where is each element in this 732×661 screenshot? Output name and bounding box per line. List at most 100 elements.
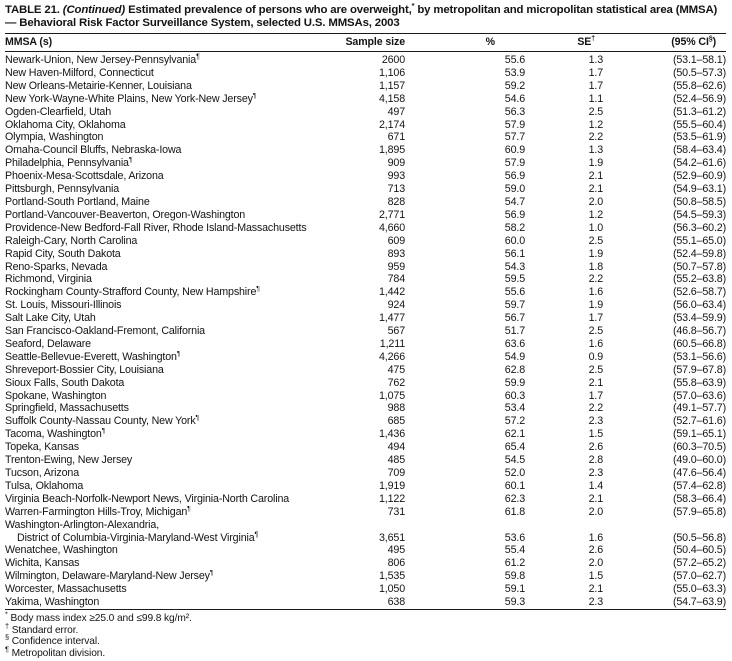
- footnote-dagger-symbol: †: [5, 621, 9, 631]
- sample-size-cell: 924: [387, 299, 406, 312]
- table-row: Suffolk County-Nassau County, New York¶ 6…: [5, 415, 726, 428]
- percent-cell: 59.8: [504, 570, 525, 583]
- row-footnote-marker: ¶: [187, 505, 191, 513]
- ci-cell: (52.4–59.8): [672, 247, 726, 260]
- percent-cell: 58.2: [504, 221, 525, 234]
- percent-cell: 57.9: [504, 157, 525, 170]
- se-cell: 2.0: [588, 195, 604, 208]
- table-row: Spokane, Washington 1,075 60.3 1.7 (57.0–63.…: [5, 390, 726, 403]
- table-row: Ogden-Clearfield, Utah 497 56.3 2.5 (51.3–61…: [5, 106, 726, 119]
- table-row: Pittsburgh, Pennsylvania 713 59.0 2.1 (54.9–…: [5, 183, 726, 196]
- sample-size-cell: 806: [387, 557, 406, 570]
- percent-cell: 60.3: [504, 389, 525, 402]
- se-cell: 2.5: [588, 363, 604, 376]
- mmsa-name-cell: Spokane, Washington: [5, 389, 107, 402]
- table-row: Tulsa, Oklahoma 1,919 60.1 1.4 (57.4–62.8): [5, 480, 726, 493]
- table-row: Wichita, Kansas 806 61.2 2.0 (57.2–65.2): [5, 557, 726, 570]
- table-row: Seattle-Bellevue-Everett, Washington¶ 4,2…: [5, 351, 726, 364]
- mmsa-name-cell: Seaford, Delaware: [5, 337, 91, 350]
- se-cell: 1.9: [588, 247, 604, 260]
- sample-size-cell: 1,122: [379, 492, 405, 505]
- footnote-bmi-text: Body mass index ≥25.0 and ≤99.8 kg/m².: [10, 612, 192, 624]
- ci-cell: (58.3–66.4): [672, 492, 726, 505]
- ci-cell: (57.4–62.8): [672, 479, 726, 492]
- mmsa-name-cell: Olympia, Washington: [5, 131, 104, 144]
- table-row: Springfield, Massachusetts 988 53.4 2.2 (49.…: [5, 402, 726, 415]
- percent-cell: 54.6: [504, 92, 525, 105]
- percent-cell: 55.6: [504, 286, 525, 299]
- row-footnote-marker: ¶: [176, 350, 181, 358]
- percent-cell: 55.6: [504, 54, 525, 66]
- mmsa-name-cell: Newark-Union, New Jersey-Pennsylvania¶: [5, 53, 200, 66]
- ci-cell: (55.2–63.8): [672, 273, 726, 286]
- ci-footnote-marker: §: [708, 35, 713, 43]
- table-row: Newark-Union, New Jersey-Pennsylvania¶ 26…: [5, 52, 726, 67]
- mmsa-name-cell: Tulsa, Oklahoma: [5, 479, 84, 492]
- ci-cell: (52.7–61.6): [672, 415, 726, 428]
- sample-size-cell: 671: [387, 131, 406, 144]
- ci-cell: (56.3–60.2): [672, 221, 726, 234]
- ci-cell: (60.3–70.5): [672, 441, 726, 454]
- se-cell: 1.1: [588, 92, 604, 105]
- percent-cell: 63.6: [504, 337, 525, 350]
- percent-cell: 59.9: [504, 376, 525, 389]
- mmsa-name-cell: Tucson, Arizona: [5, 467, 79, 479]
- se-cell: 2.1: [588, 376, 604, 389]
- ci-cell: (57.0–63.6): [672, 389, 726, 402]
- footnote-section-symbol: §: [5, 632, 9, 642]
- table-row: Olympia, Washington 671 57.7 2.2 (53.5–61.9): [5, 131, 726, 144]
- percent-cell: 53.6: [504, 531, 525, 544]
- table-row: Oklahoma City, Oklahoma 2,174 57.9 1.2 (55.5…: [5, 119, 726, 132]
- sample-size-cell: 3,651: [379, 531, 405, 544]
- table-row: Trenton-Ewing, New Jersey 485 54.5 2.8 (49.0…: [5, 454, 726, 467]
- sample-size-cell: 893: [387, 247, 406, 260]
- table-row: Raleigh-Cary, North Carolina 609 60.0 2.5 (5…: [5, 235, 726, 248]
- table-row: Yakima, Washington 638 59.3 2.3 (54.7–63.9): [5, 596, 726, 609]
- se-cell: 1.5: [588, 570, 604, 583]
- sample-size-cell: 1,535: [379, 570, 405, 583]
- ci-label: (95% CI: [671, 36, 709, 48]
- mmsa-name-cell: New Orleans-Metairie-Kenner, Louisiana: [5, 79, 192, 92]
- mmsa-name-cell: Reno-Sparks, Nevada: [5, 260, 108, 273]
- mmsa-name-cell: Phoenix-Mesa-Scottsdale, Arizona: [5, 170, 164, 183]
- ci-cell: (57.2–65.2): [672, 557, 726, 570]
- table-row: Wilmington, Delaware-Maryland-New Jersey…: [5, 570, 726, 583]
- column-header-se: SE†: [525, 33, 603, 52]
- se-cell: 1.9: [588, 299, 604, 312]
- percent-cell: 53.9: [504, 66, 525, 79]
- footnote-pilcrow-symbol: ¶: [5, 644, 9, 654]
- row-footnote-marker: ¶: [256, 286, 260, 293]
- footnotes: * Body mass index ≥25.0 and ≤99.8 kg/m².…: [5, 610, 727, 659]
- sample-size-cell: 1,436: [379, 428, 405, 441]
- ci-label-close: ): [712, 36, 717, 48]
- se-cell: 2.6: [588, 441, 604, 454]
- sample-size-cell: 993: [387, 170, 406, 183]
- se-cell: 2.5: [588, 234, 604, 247]
- percent-cell: 54.5: [504, 454, 525, 467]
- percent-cell: 57.9: [504, 118, 525, 131]
- se-cell: 2.5: [588, 325, 604, 338]
- percent-cell: 59.5: [504, 273, 525, 286]
- se-cell: 2.0: [588, 505, 604, 518]
- column-header-mmsa: MMSA (s): [5, 33, 335, 52]
- table-row: Omaha-Council Bluffs, Nebraska-Iowa 1,895…: [5, 144, 726, 157]
- mmsa-name-cell: Tacoma, Washington¶: [5, 428, 106, 441]
- sample-size-cell: 959: [387, 260, 406, 273]
- sample-size-cell: 731: [387, 505, 406, 518]
- se-cell: 1.7: [588, 389, 604, 402]
- table-title-text-cont: by metropolitan and micropolitan statist…: [5, 4, 718, 29]
- ci-cell: (60.5–66.8): [672, 337, 726, 350]
- table-row: San Francisco-Oakland-Fremont, Californi…: [5, 325, 726, 338]
- row-footnote-marker: ¶: [254, 530, 259, 538]
- ci-cell: (46.8–56.7): [672, 325, 726, 338]
- ci-cell: (47.6–56.4): [672, 467, 726, 479]
- sample-size-cell: 988: [387, 402, 406, 415]
- sample-size-cell: 567: [387, 325, 406, 338]
- sample-size-cell: 909: [387, 157, 406, 170]
- sample-size-cell: 762: [387, 376, 406, 389]
- row-footnote-marker: ¶: [128, 157, 133, 164]
- percent-cell: 56.7: [504, 312, 525, 325]
- percent-cell: 52.0: [504, 467, 525, 479]
- sample-size-cell: 475: [387, 363, 406, 376]
